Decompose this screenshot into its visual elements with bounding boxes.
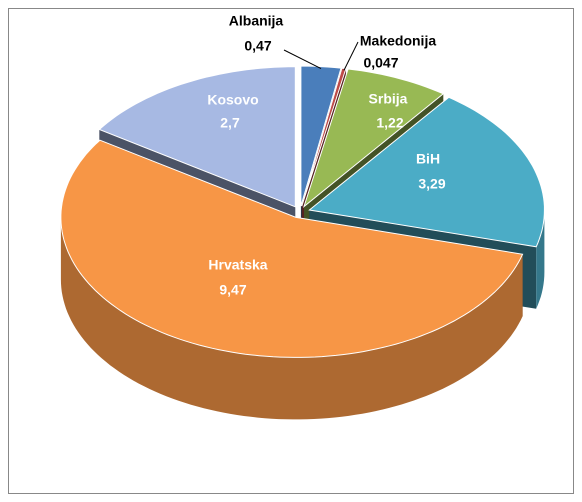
value-label: 0,047 <box>363 55 398 71</box>
value-label: 3,29 <box>418 176 445 192</box>
value-label: 9,47 <box>219 282 246 298</box>
slice-top <box>308 96 545 248</box>
value-label: 2,7 <box>220 115 240 131</box>
leader-line <box>283 49 322 70</box>
slice-top <box>60 139 524 358</box>
slice-label: Srbija <box>369 91 408 107</box>
slice-side <box>60 217 523 420</box>
slice-side <box>536 210 545 309</box>
slice <box>60 139 524 420</box>
leader-line <box>343 41 359 71</box>
slice-top <box>300 65 342 207</box>
slice-top <box>98 66 296 208</box>
slice-label: Kosovo <box>207 92 258 108</box>
slice-label: BiH <box>416 151 440 167</box>
slice-label: Hrvatska <box>208 257 267 273</box>
value-label: 0,47 <box>244 38 271 54</box>
slice-label: Makedonija <box>360 33 436 49</box>
slice-top <box>303 68 445 208</box>
slice-label: Albanija <box>229 13 284 29</box>
value-label: 1,22 <box>376 115 403 131</box>
slice-top <box>301 67 347 207</box>
